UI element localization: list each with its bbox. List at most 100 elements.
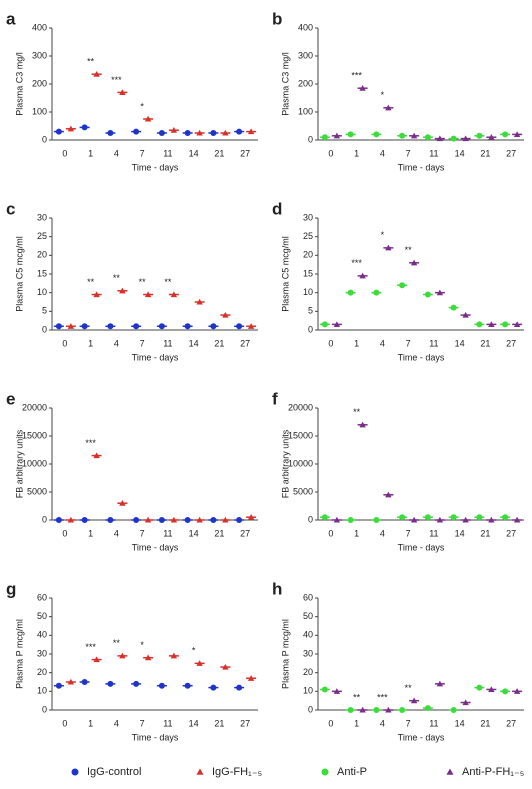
- x-tick-label: 14: [455, 148, 465, 158]
- significance: ***: [377, 692, 388, 702]
- data-point: [488, 321, 495, 327]
- data-point: [55, 517, 62, 523]
- y-tick-label: 10: [303, 686, 313, 696]
- x-tick-label: 27: [240, 528, 250, 538]
- x-tick-label: 27: [506, 338, 516, 348]
- data-point: [93, 71, 100, 77]
- y-tick-label: 400: [32, 22, 47, 32]
- x-axis-title: Time - days: [398, 542, 445, 552]
- data-point: [399, 514, 406, 521]
- x-tick-label: 11: [429, 528, 438, 538]
- x-tick-label: 1: [88, 718, 93, 728]
- y-axis-title: Plasma C3 mg/l: [280, 52, 290, 116]
- significance: ***: [85, 438, 96, 448]
- data-point: [436, 135, 444, 142]
- y-tick-label: 15000: [22, 430, 47, 440]
- panel-letter: h: [272, 579, 282, 598]
- x-tick-label: 27: [240, 338, 250, 348]
- y-tick-label: 20: [37, 667, 47, 677]
- data-point: [158, 130, 165, 136]
- data-point: [93, 291, 100, 298]
- x-tick-label: 14: [189, 148, 199, 158]
- data-point: [236, 517, 243, 523]
- data-point: [399, 132, 406, 139]
- data-point: [158, 323, 165, 330]
- y-tick-label: 200: [32, 78, 47, 88]
- y-tick-label: 30: [37, 212, 47, 222]
- y-tick-label: 30: [37, 648, 47, 658]
- x-tick-label: 7: [140, 148, 145, 158]
- data-point: [513, 321, 521, 327]
- data-point: [55, 323, 62, 330]
- data-point: [119, 500, 126, 506]
- data-point: [436, 289, 444, 296]
- y-axis-title: Plasma C5 mcg/ml: [280, 236, 290, 312]
- data-point: [502, 688, 509, 695]
- data-point: [170, 291, 178, 298]
- significance: ***: [351, 71, 362, 81]
- y-tick-label: 0: [42, 704, 47, 714]
- data-point: [107, 130, 114, 136]
- x-tick-label: 4: [114, 148, 119, 158]
- data-point: [222, 311, 229, 318]
- y-tick-label: 5000: [293, 486, 313, 496]
- data-point: [436, 516, 444, 523]
- panel-letter: e: [6, 389, 15, 408]
- x-tick-label: 14: [455, 528, 465, 538]
- data-point: [476, 684, 483, 691]
- x-tick-label: 21: [480, 528, 490, 538]
- x-tick-label: 27: [506, 148, 516, 158]
- y-tick-label: 50: [37, 611, 47, 621]
- data-point: [321, 321, 328, 328]
- x-axis-title: Time - days: [398, 732, 445, 742]
- data-point: [81, 323, 88, 330]
- data-point: [133, 128, 140, 135]
- y-tick-label: 5: [308, 306, 313, 316]
- x-axis-title: Time - days: [398, 352, 445, 362]
- x-tick-label: 4: [114, 338, 119, 348]
- data-point: [450, 135, 457, 142]
- data-point: [93, 452, 100, 459]
- data-point: [476, 132, 483, 139]
- data-point: [476, 514, 483, 521]
- data-point: [321, 514, 328, 521]
- data-point: [93, 656, 100, 663]
- panel-letter: d: [272, 199, 282, 218]
- y-axis-title: FB arbitrary units: [14, 429, 24, 498]
- x-tick-label: 7: [140, 528, 145, 538]
- x-tick-label: 1: [354, 148, 359, 158]
- significance: ***: [111, 75, 122, 85]
- data-point: [502, 514, 509, 521]
- legend-marker: [321, 768, 329, 776]
- data-point: [462, 516, 469, 523]
- significance: ***: [85, 642, 96, 652]
- x-tick-label: 11: [163, 148, 172, 158]
- x-tick-label: 21: [214, 528, 224, 538]
- significance: **: [87, 57, 95, 67]
- y-axis-title: Plasma P mcg/ml: [14, 619, 24, 689]
- data-point: [385, 491, 392, 498]
- x-tick-label: 1: [88, 148, 93, 158]
- y-tick-label: 100: [298, 106, 313, 116]
- y-tick-label: 5: [42, 306, 47, 316]
- x-tick-label: 4: [380, 528, 385, 538]
- data-point: [502, 321, 509, 328]
- y-tick-label: 0: [308, 324, 313, 334]
- y-tick-label: 100: [32, 106, 47, 116]
- y-tick-label: 30: [303, 648, 313, 658]
- x-tick-label: 27: [506, 528, 516, 538]
- data-point: [144, 291, 152, 298]
- y-tick-label: 10: [37, 686, 47, 696]
- x-tick-label: 21: [214, 718, 224, 728]
- legend-label: IgG-FH₁₋₅: [212, 766, 262, 778]
- data-point: [184, 130, 191, 136]
- data-point: [247, 323, 255, 329]
- x-tick-label: 11: [429, 718, 438, 728]
- panel-letter: c: [6, 199, 15, 218]
- panel-letter: g: [6, 579, 16, 598]
- y-tick-label: 0: [42, 514, 47, 524]
- data-point: [333, 321, 341, 327]
- x-tick-label: 0: [62, 148, 67, 158]
- x-tick-label: 21: [480, 718, 490, 728]
